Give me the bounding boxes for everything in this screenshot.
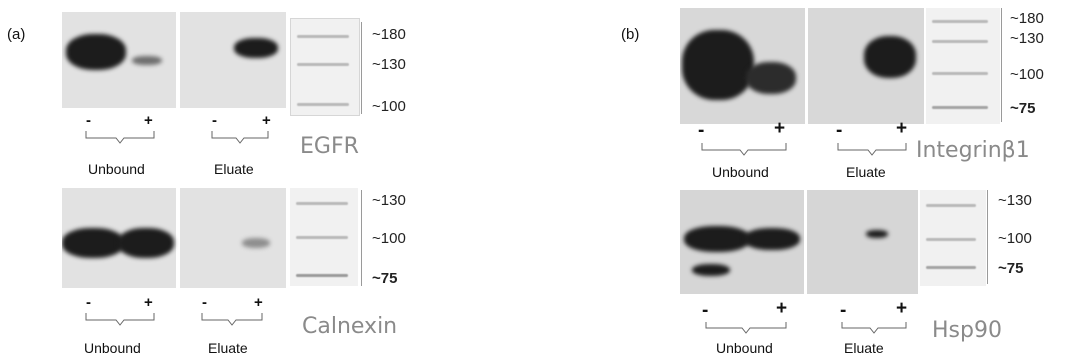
integrin-group-eluate: Eluate — [846, 164, 886, 180]
egfr-sign-2: + — [144, 112, 153, 129]
calnexin-marker-130: ~130 — [372, 192, 406, 209]
egfr-band-unbound-minus — [66, 34, 126, 70]
calnexin-sign-2: + — [144, 294, 153, 311]
egfr-marker-130: ~130 — [372, 56, 406, 73]
hsp90-ladder — [920, 190, 986, 286]
integrin-marker-100: ~100 — [1010, 66, 1044, 83]
hsp90-sign-4: + — [896, 298, 908, 319]
egfr-band-eluate-plus — [234, 38, 278, 58]
calnexin-blot — [62, 188, 286, 288]
hsp90-band-eluate-plus — [866, 230, 888, 238]
integrin-marker-180: ~180 — [1010, 10, 1044, 27]
egfr-band-unbound-plus — [132, 56, 162, 65]
panel-a-label: (a) — [7, 26, 26, 43]
integrin-eluate-brace — [837, 143, 907, 156]
egfr-group-unbound: Unbound — [88, 161, 145, 177]
integrin-ladder — [926, 8, 1000, 124]
egfr-sign-4: + — [262, 112, 271, 129]
calnexin-marker-100: ~100 — [372, 230, 406, 247]
egfr-protein-label: EGFR — [300, 134, 359, 159]
calnexin-ladder — [290, 188, 358, 286]
egfr-ladder-line — [361, 22, 362, 114]
egfr-marker-180: ~180 — [372, 26, 406, 43]
egfr-blot — [62, 12, 286, 108]
calnexin-group-eluate: Eluate — [208, 340, 248, 356]
panel-b-label: (b) — [621, 26, 640, 43]
integrin-group-unbound: Unbound — [712, 164, 769, 180]
calnexin-unbound-brace — [85, 313, 155, 326]
hsp90-unbound-brace — [705, 322, 787, 334]
lane-separator — [804, 190, 807, 294]
integrin-band-unbound-plus — [746, 62, 796, 94]
egfr-marker-100: ~100 — [372, 98, 406, 115]
egfr-ladder — [290, 18, 360, 116]
calnexin-band-unbound-plus — [118, 228, 174, 258]
hsp90-band-unbound-plus — [744, 228, 800, 250]
hsp90-sign-2: + — [776, 298, 788, 319]
calnexin-group-unbound: Unbound — [84, 340, 141, 356]
integrin-blot — [680, 8, 924, 124]
lane-separator — [176, 188, 180, 288]
calnexin-eluate-brace — [201, 313, 263, 326]
egfr-eluate-brace — [211, 131, 269, 144]
calnexin-band-eluate-plus — [242, 238, 270, 248]
hsp90-marker-100: ~100 — [998, 230, 1032, 247]
integrin-band-unbound-minus — [682, 30, 754, 100]
hsp90-band-unbound-minus — [684, 226, 750, 252]
calnexin-band-unbound-minus — [62, 228, 124, 258]
integrin-sign-4: + — [896, 118, 908, 139]
integrin-protein-label: Integrinβ1 — [916, 138, 1030, 163]
egfr-sign-1: - — [86, 112, 91, 129]
calnexin-ladder-line — [361, 190, 362, 286]
hsp90-sign-1: - — [702, 300, 709, 321]
integrin-sign-3: - — [836, 120, 843, 141]
lane-separator — [176, 12, 180, 108]
hsp90-marker-75: ~75 — [998, 260, 1024, 277]
hsp90-blot — [680, 190, 918, 294]
integrin-ladder-line — [1001, 8, 1002, 122]
hsp90-sign-3: - — [840, 300, 847, 321]
egfr-sign-3: - — [212, 112, 217, 129]
calnexin-sign-1: - — [86, 294, 91, 311]
calnexin-sign-3: - — [202, 294, 207, 311]
hsp90-eluate-brace — [841, 322, 907, 334]
hsp90-marker-130: ~130 — [998, 192, 1032, 209]
integrin-unbound-brace — [701, 143, 787, 156]
integrin-band-eluate-plus — [864, 36, 916, 78]
hsp90-ladder-line — [987, 190, 988, 284]
calnexin-marker-75: ~75 — [372, 270, 398, 287]
egfr-group-eluate: Eluate — [214, 161, 254, 177]
lane-separator — [805, 8, 808, 124]
hsp90-protein-label: Hsp90 — [932, 318, 1002, 343]
egfr-unbound-brace — [85, 131, 155, 144]
hsp90-group-unbound: Unbound — [716, 340, 773, 356]
hsp90-band-unbound-minus-lower — [692, 264, 730, 276]
integrin-marker-75: ~75 — [1010, 100, 1036, 117]
integrin-sign-2: + — [774, 118, 786, 139]
calnexin-sign-4: + — [254, 294, 263, 311]
calnexin-protein-label: Calnexin — [302, 314, 398, 339]
integrin-sign-1: - — [698, 120, 705, 141]
integrin-marker-130: ~130 — [1010, 30, 1044, 47]
hsp90-group-eluate: Eluate — [844, 340, 884, 356]
